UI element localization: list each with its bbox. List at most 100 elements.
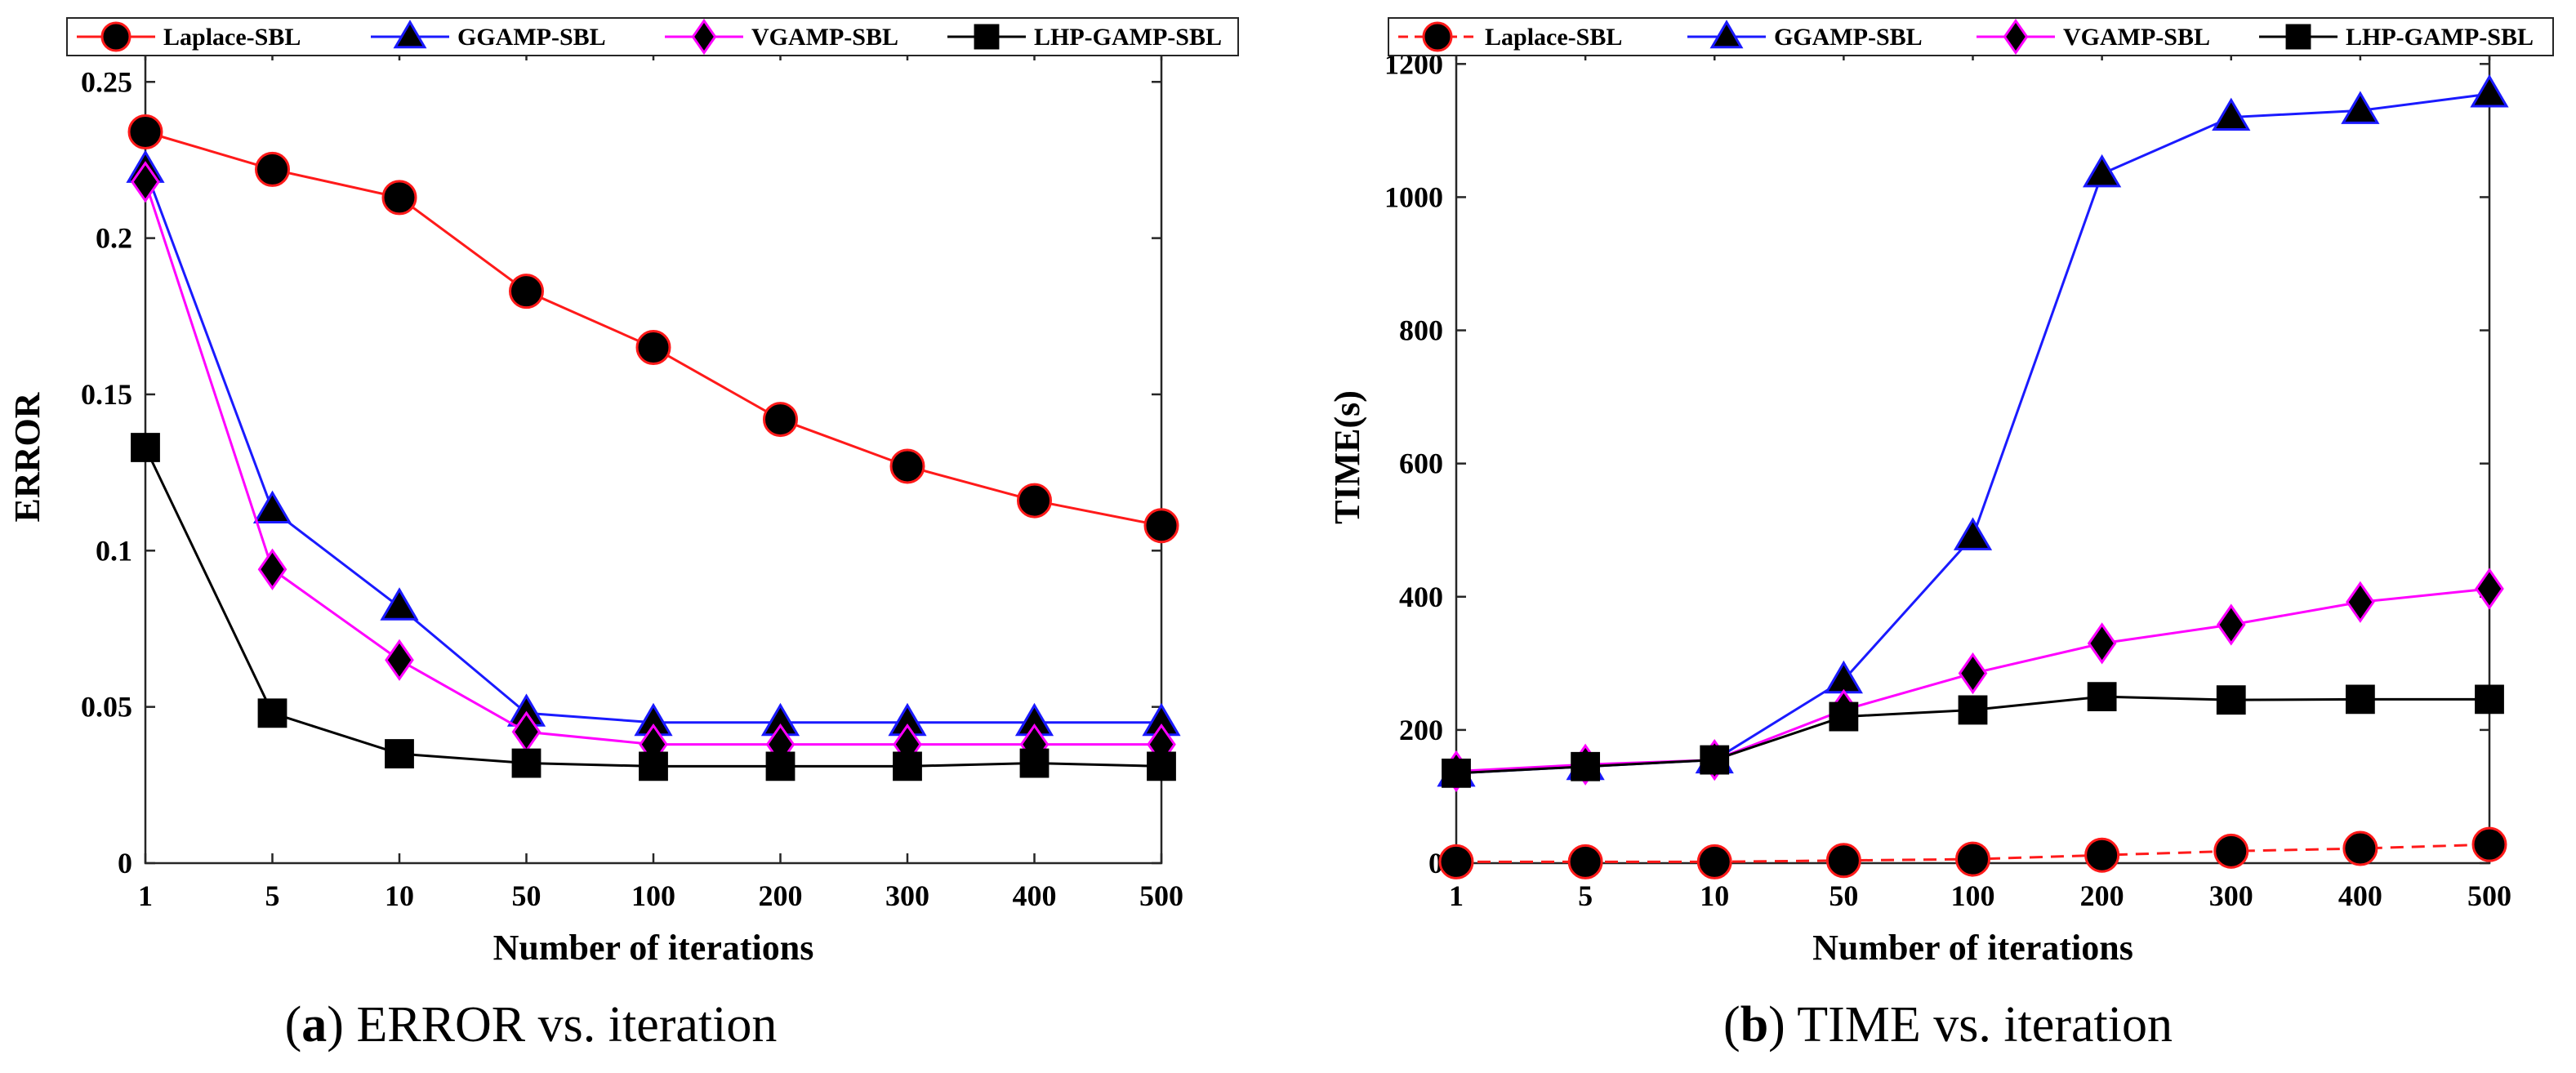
caption-b-text: TIME vs. iteration <box>1785 997 2173 1053</box>
panel-b-series-ggamp-sbl-point <box>2341 91 2380 124</box>
panel-b-series-lhp-gamp-sbl-point <box>1829 701 1859 732</box>
panel-b-xtick-label: 1 <box>1449 879 1464 912</box>
panel-a: 0 0.05 0.1 0.15 0.2 0.25 1 5 10 50 100 200 300 400 500… <box>7 17 1239 968</box>
caption-b-label: b <box>1740 997 1768 1053</box>
panel-b-series-lhp-gamp-sbl-point <box>2475 684 2504 715</box>
panel-b-ytick-label: 1000 <box>1384 180 1443 213</box>
panel-b-series-vgamp-sbl-point <box>1958 652 1988 695</box>
panel-b-ylabel: TIME(s) <box>1327 390 1367 524</box>
panel-a-ytick-label: 0.25 <box>81 65 132 98</box>
panel-b-series-laplace-sbl-point <box>2084 837 2120 873</box>
panel-a-series-lhp-gamp-sbl-point <box>765 751 796 781</box>
panel-b-xtick-label: 50 <box>1829 879 1858 912</box>
panel-a-xtick-label: 500 <box>1139 879 1183 912</box>
panel-a-xtick-label: 300 <box>885 879 929 912</box>
panel-a-series-lhp-gamp-sbl-point <box>511 748 541 778</box>
panel-b-series-ggamp-sbl-point <box>2470 74 2509 108</box>
panel-b-ytick-label: 600 <box>1399 447 1443 480</box>
panel-a-series-lhp-gamp-sbl-point <box>1147 751 1176 781</box>
panel-b-series-lhp-gamp-sbl-point <box>1958 695 1988 725</box>
panel-a-series-ggamp-sbl-point <box>380 587 419 621</box>
panel-a-series-laplace-sbl-point <box>509 274 544 309</box>
panel-a-series-vgamp-sbl-point <box>385 639 414 681</box>
panel-a-legend-marker <box>100 21 131 52</box>
panel-a-legend-marker <box>974 24 1000 50</box>
panel-a-series-laplace-sbl-point <box>889 448 925 484</box>
panel-a-xtick-label: 50 <box>512 879 541 912</box>
caption-b: (b) TIME vs. iteration <box>1723 997 2173 1053</box>
panel-b-series-lhp-gamp-sbl-point <box>1571 751 1601 781</box>
panel-a-series-laplace-sbl-point <box>763 402 798 438</box>
panel-b-legend-marker <box>1709 20 1744 49</box>
panel-b-plot-area <box>1455 49 2491 865</box>
panel-b-legend-label: VGAMP-SBL <box>2063 24 2210 51</box>
panel-a-series-lhp-gamp-sbl-point <box>893 751 922 781</box>
panel-a-legend-label: Laplace-SBL <box>163 24 301 51</box>
panel-b-xtick-label: 300 <box>2209 879 2253 912</box>
panel-a-legend-marker <box>393 20 427 49</box>
panel-a-legend-label: VGAMP-SBL <box>751 24 898 51</box>
panel-b-xlabel: Number of iterations <box>1812 928 2133 968</box>
panel-a-ytick-label: 0.05 <box>81 691 132 723</box>
panel-b-legend-label: LHP-GAMP-SBL <box>2346 24 2534 51</box>
panel-a-legend-label: GGAMP-SBL <box>457 24 606 51</box>
panel-a-series-laplace-sbl-point <box>635 330 671 366</box>
panel-b-series-vgamp-sbl-point <box>2475 568 2504 610</box>
panel-a-legend-label: LHP-GAMP-SBL <box>1034 24 1222 51</box>
panel-b-ytick-label: 200 <box>1399 714 1443 746</box>
panel-a-series-lhp-gamp-sbl-point <box>639 751 668 781</box>
panel-a-ytick-label: 0.15 <box>81 378 132 411</box>
panel-b-series-ggamp-sbl-point <box>2083 154 2122 188</box>
panel-a-series-laplace-sbl-point <box>1017 483 1052 519</box>
caption-a: (a) ERROR vs. iteration <box>285 997 778 1053</box>
caption-a-text: ERROR vs. iteration <box>344 997 777 1053</box>
panel-b-series-laplace-sbl-point <box>1438 844 1474 879</box>
panel-a-series-ggamp-sbl-point <box>252 490 292 524</box>
panel-b-xtick-label: 5 <box>1578 879 1593 912</box>
panel-a-series-laplace-sbl-point <box>127 114 163 149</box>
panel-b-series-laplace-sbl-point <box>1696 844 1732 879</box>
panel-a-ytick-label: 0.1 <box>96 534 132 567</box>
panel-a-xtick-label: 200 <box>759 879 803 912</box>
panel-b-series-vgamp-sbl-point <box>2346 581 2375 623</box>
panel-b-series-lhp-gamp-sbl-point <box>1442 758 1471 788</box>
panel-b-series-ggamp-sbl-point <box>1953 517 1993 550</box>
caption-a-label: a <box>301 997 327 1053</box>
panel-a-series-vgamp-sbl-point <box>131 161 160 203</box>
panel-b-series-laplace-sbl-point <box>2213 833 2249 869</box>
panel-b-ytick-label: 800 <box>1399 314 1443 347</box>
panel-a-series-lhp-gamp-sbl-point <box>1019 748 1050 778</box>
panel-b-xtick-label: 100 <box>1951 879 1995 912</box>
panel-b-series-vgamp-sbl-point <box>2087 622 2117 665</box>
panel-a-legend-marker <box>691 18 717 56</box>
panel-b-series-laplace-sbl-point <box>2471 826 2507 862</box>
panel-a-ylabel: ERROR <box>7 391 47 522</box>
panel-b-legend-marker <box>2285 24 2311 50</box>
panel-b-xtick-label: 200 <box>2080 879 2124 912</box>
panel-a-series-laplace-sbl-point <box>381 180 417 216</box>
panel-b-xtick-label: 500 <box>2467 879 2511 912</box>
panel-a-xtick-label: 1 <box>138 879 153 912</box>
panel-b-legend-marker <box>2003 18 2029 56</box>
panel-b-xtick-label: 400 <box>2338 879 2382 912</box>
panel-b-series-lhp-gamp-sbl-point <box>2345 684 2375 715</box>
panel-b-series-ggamp-sbl-point <box>2212 97 2251 131</box>
panel-a-series-laplace-sbl-point <box>255 151 290 187</box>
panel-a-series-lhp-gamp-sbl-point <box>131 433 160 462</box>
panel-b-legend-label: Laplace-SBL <box>1485 24 1622 51</box>
panel-b-series-laplace-sbl-point <box>2342 830 2378 866</box>
panel-a-xtick-label: 10 <box>385 879 414 912</box>
panel-b-series-lhp-gamp-sbl-point <box>1700 745 1730 775</box>
panel-a-legend <box>66 17 1239 56</box>
panel-a-ytick-label: 0 <box>118 847 132 879</box>
panel-b-series-laplace-sbl-point <box>1567 844 1603 879</box>
panel-b-xtick-label: 10 <box>1700 879 1729 912</box>
panel-b-legend-label: GGAMP-SBL <box>1774 24 1923 51</box>
panel-b-legend <box>1388 17 2554 56</box>
panel-b-series-vgamp-sbl-point <box>2216 603 2246 646</box>
panel-b-series-lhp-gamp-sbl-point <box>2087 682 2117 712</box>
panel-b-series-laplace-sbl-point <box>1955 841 1990 877</box>
panel-a-series-lhp-gamp-sbl-point <box>257 698 287 728</box>
